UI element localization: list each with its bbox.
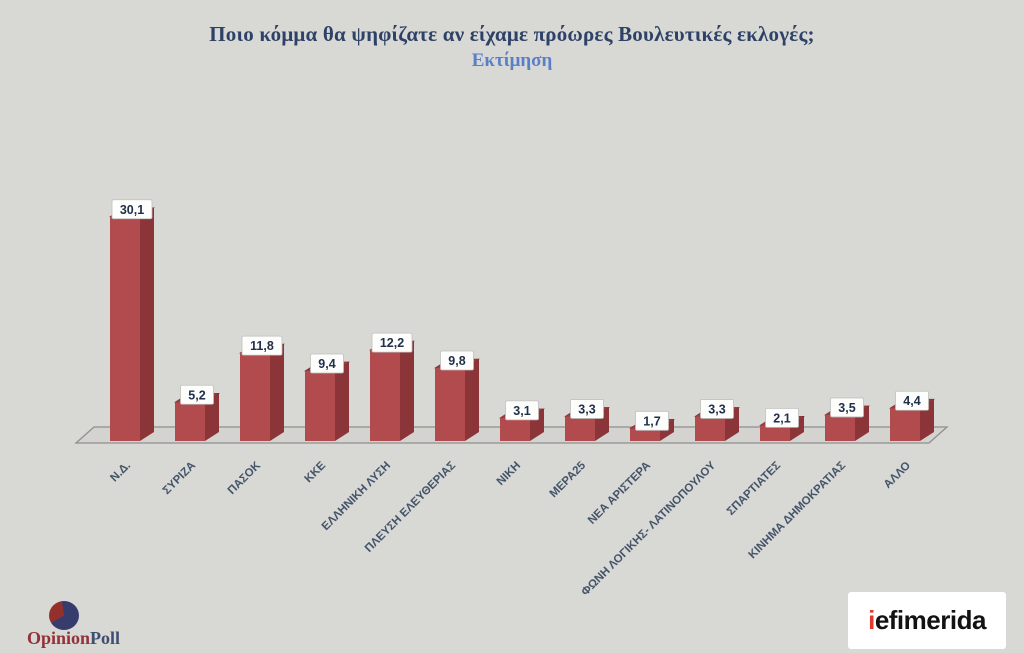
value-label-box [111,199,153,220]
category-label: ΣΠΑΡΤΙΑΤΕΣ [725,460,783,518]
bar-group: 30,1 Ν.Δ. [108,199,156,485]
chart-title: Ποιο κόμμα θα ψηφίζατε αν είχαμε πρόωρες… [209,22,815,46]
bar-side-face [270,344,284,441]
value-label: 3,1 [513,404,530,418]
value-label-box [700,399,734,419]
value-label-box [765,407,799,428]
value-label: 3,3 [708,402,725,416]
category-label: ΚΚΕ [302,459,328,485]
bar-front-face [370,350,400,441]
bar-front-face [695,416,725,441]
iefimerida-logo-part1: i [868,605,875,635]
value-label-box [895,390,929,411]
bar-side-face [140,207,154,441]
opinionpoll-logo-part2: Poll [90,628,121,648]
value-label: 30,1 [120,203,144,217]
bar-side-face [205,393,219,441]
category-label: ΕΛΛΗΝΙΚΗ ΛΥΣΗ [320,460,393,533]
bar-front-face [565,416,595,441]
value-label-box [570,399,604,419]
value-label: 3,5 [838,401,855,415]
category-label: Ν.Δ. [108,460,133,485]
value-label-box [505,400,539,421]
value-label: 9,8 [448,354,465,368]
bar-front-face [500,417,530,441]
bar-front-face [630,428,660,441]
value-label-box [635,410,669,431]
chart-subtitle: Εκτίμηση [471,50,553,71]
bar-front-face [890,408,920,441]
value-label: 1,7 [643,414,660,428]
category-label: ΠΑΣΟΚ [226,459,264,497]
category-label: ΝΕΑ ΑΡΙΣΤΕΡΑ [586,460,653,527]
category-label: ΝΙΚΗ [495,460,523,488]
bar-side-face [400,341,414,441]
value-label: 9,4 [318,357,335,371]
bar-front-face [825,414,855,441]
bar-front-face [760,425,790,441]
opinionpoll-logo-icon [49,601,79,630]
iefimerida-logo-text: iefimerida [868,605,986,636]
bar-group: 9,4 ΚΚΕ [302,353,351,485]
iefimerida-logo: iefimerida [848,592,1006,649]
value-label-box [180,384,214,405]
value-label: 11,8 [250,339,274,353]
bar-group: 11,8 ΠΑΣΟΚ [226,335,286,497]
bar-side-face [335,361,349,441]
bar-front-face [305,370,335,441]
category-label: ΜΕΡΑ25 [548,459,589,500]
value-label-box [241,335,283,356]
bar-group: 3,3 ΜΕΡΑ25 [548,399,611,500]
bar-front-face [110,216,140,441]
bar-front-face [435,367,465,441]
value-label: 4,4 [903,394,920,408]
iefimerida-logo-part2: efimerida [874,605,987,635]
value-label: 2,1 [773,411,790,425]
value-label-box [310,353,344,374]
value-label: 5,2 [188,388,205,402]
category-label: ΦΩΝΗ ΛΟΓΙΚΗΣ- ΛΑΤΙΝΟΠΟΥΛΟΥ [579,459,718,598]
category-label: ΑΛΛΟ [882,460,913,491]
value-label: 12,2 [380,336,404,350]
bar-side-face [790,416,804,441]
opinionpoll-logo-part1: Opinion [27,628,91,648]
value-label-box [830,397,864,418]
value-label: 3,3 [578,402,595,416]
opinionpoll-logo: OpinionPoll [27,628,120,649]
value-label-box [371,332,413,353]
bar-group: 3,1 ΝΙΚΗ [495,400,546,488]
bar-side-face [465,358,479,441]
bar-front-face [240,353,270,441]
category-label: ΣΥΡΙΖΑ [161,460,198,497]
value-label-box [440,350,474,371]
bar-front-face [175,402,205,441]
